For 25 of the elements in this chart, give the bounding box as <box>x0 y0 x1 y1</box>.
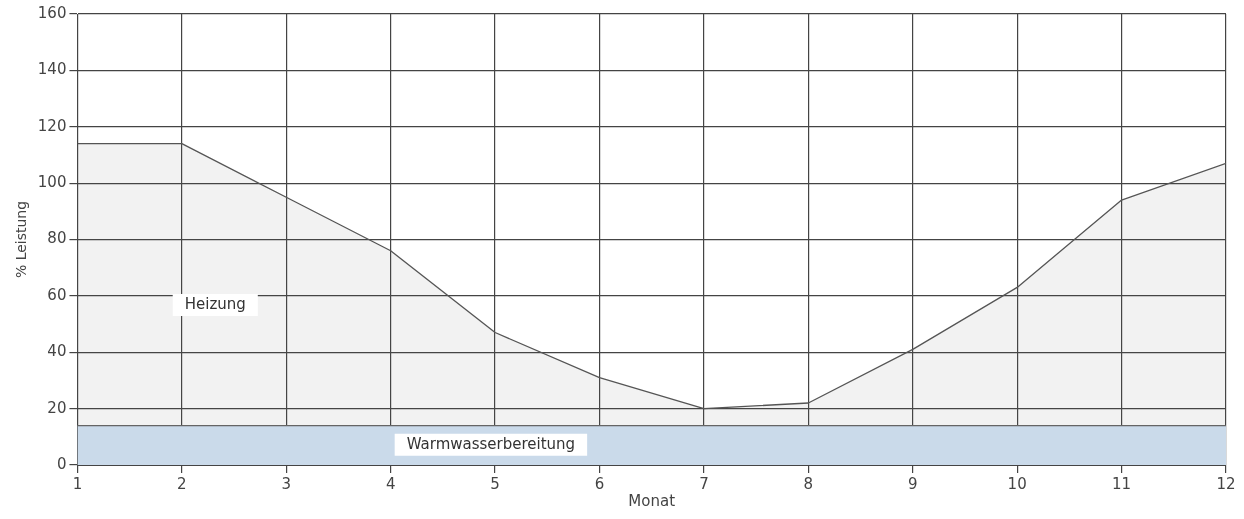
y-tick-label: 160 <box>37 3 67 22</box>
x-axis-title: Monat <box>628 491 676 510</box>
x-tick-label: 11 <box>1112 474 1132 493</box>
x-tick-label: 6 <box>594 474 605 493</box>
x-tick-label: 5 <box>490 474 500 493</box>
x-tick-label: 4 <box>385 474 396 493</box>
y-tick-label: 20 <box>47 398 67 417</box>
y-tick-label: 100 <box>37 173 67 192</box>
x-tick-label: 9 <box>907 474 918 493</box>
series-label: Warmwasserbereitung <box>406 434 576 453</box>
x-tick-label: 2 <box>177 474 187 493</box>
y-tick-label: 60 <box>47 285 67 304</box>
x-tick-label: 3 <box>281 474 292 493</box>
x-tick-label: 1 <box>72 474 83 493</box>
y-tick-label: 0 <box>56 454 67 473</box>
y-tick-label: 40 <box>47 342 67 361</box>
y-axis-title: % Leistung <box>13 200 30 279</box>
x-tick-label: 10 <box>1007 474 1027 493</box>
x-tick-label: 7 <box>699 474 709 493</box>
series-label: Heizung <box>184 294 246 313</box>
y-tick-label: 140 <box>37 60 67 79</box>
x-tick-label: 12 <box>1216 474 1236 493</box>
y-tick-label: 80 <box>47 229 67 248</box>
x-tick-label: 8 <box>803 474 814 493</box>
y-tick-label: 120 <box>37 116 67 135</box>
